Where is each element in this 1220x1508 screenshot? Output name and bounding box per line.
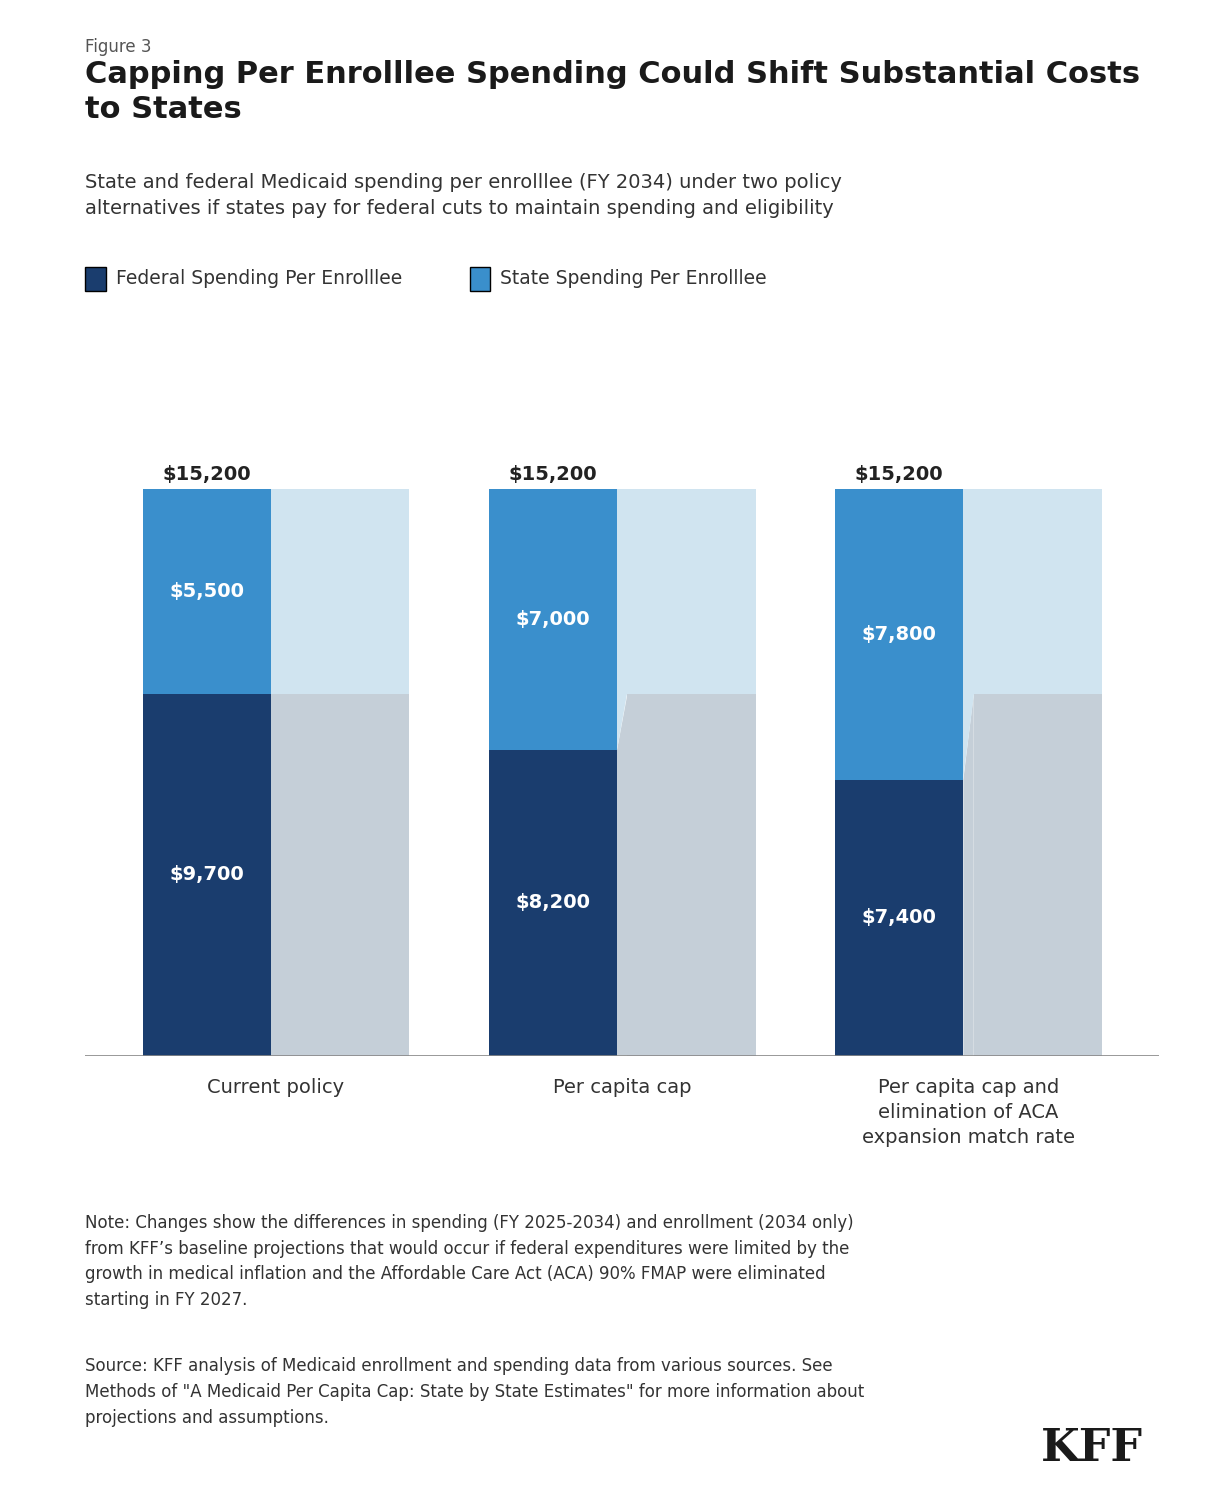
Bar	[143, 694, 271, 1056]
Polygon shape	[271, 694, 281, 1056]
Text: $7,000: $7,000	[516, 611, 590, 629]
Bar	[143, 489, 271, 694]
Text: $8,200: $8,200	[515, 893, 590, 912]
Text: $15,200: $15,200	[855, 464, 943, 484]
Bar	[627, 694, 755, 1056]
Polygon shape	[617, 694, 627, 1056]
Bar	[281, 694, 409, 1056]
Polygon shape	[271, 489, 281, 694]
Text: Per capita cap and
elimination of ACA
expansion match rate: Per capita cap and elimination of ACA ex…	[863, 1078, 1075, 1148]
Text: Current policy: Current policy	[207, 1078, 344, 1098]
Text: Federal Spending Per Enrolllee: Federal Spending Per Enrolllee	[116, 270, 403, 288]
Text: State Spending Per Enrolllee: State Spending Per Enrolllee	[500, 270, 767, 288]
Bar	[489, 749, 617, 1056]
Text: $15,200: $15,200	[509, 464, 598, 484]
Bar	[627, 489, 755, 694]
Bar	[974, 694, 1102, 1056]
Text: $5,500: $5,500	[170, 582, 244, 602]
Text: $7,400: $7,400	[861, 908, 937, 927]
Polygon shape	[617, 489, 627, 749]
Polygon shape	[964, 489, 974, 780]
Text: $9,700: $9,700	[170, 866, 244, 884]
Bar	[489, 489, 617, 749]
Text: KFF: KFF	[1041, 1427, 1143, 1470]
Text: Capping Per Enrolllee Spending Could Shift Substantial Costs
to States: Capping Per Enrolllee Spending Could Shi…	[85, 60, 1141, 124]
Text: Source: KFF analysis of Medicaid enrollment and spending data from various sourc: Source: KFF analysis of Medicaid enrollm…	[85, 1357, 865, 1427]
Text: Note: Changes show the differences in spending (FY 2025-2034) and enrollment (20: Note: Changes show the differences in sp…	[85, 1214, 854, 1309]
Polygon shape	[964, 694, 974, 1056]
Text: $15,200: $15,200	[162, 464, 251, 484]
Text: State and federal Medicaid spending per enrolllee (FY 2034) under two policy
alt: State and federal Medicaid spending per …	[85, 173, 842, 219]
Bar	[281, 489, 409, 694]
Bar	[974, 489, 1102, 694]
Bar	[836, 489, 964, 780]
Text: Figure 3: Figure 3	[85, 38, 152, 56]
Bar	[836, 780, 964, 1056]
Text: $7,800: $7,800	[861, 626, 937, 644]
Text: Per capita cap: Per capita cap	[553, 1078, 692, 1098]
